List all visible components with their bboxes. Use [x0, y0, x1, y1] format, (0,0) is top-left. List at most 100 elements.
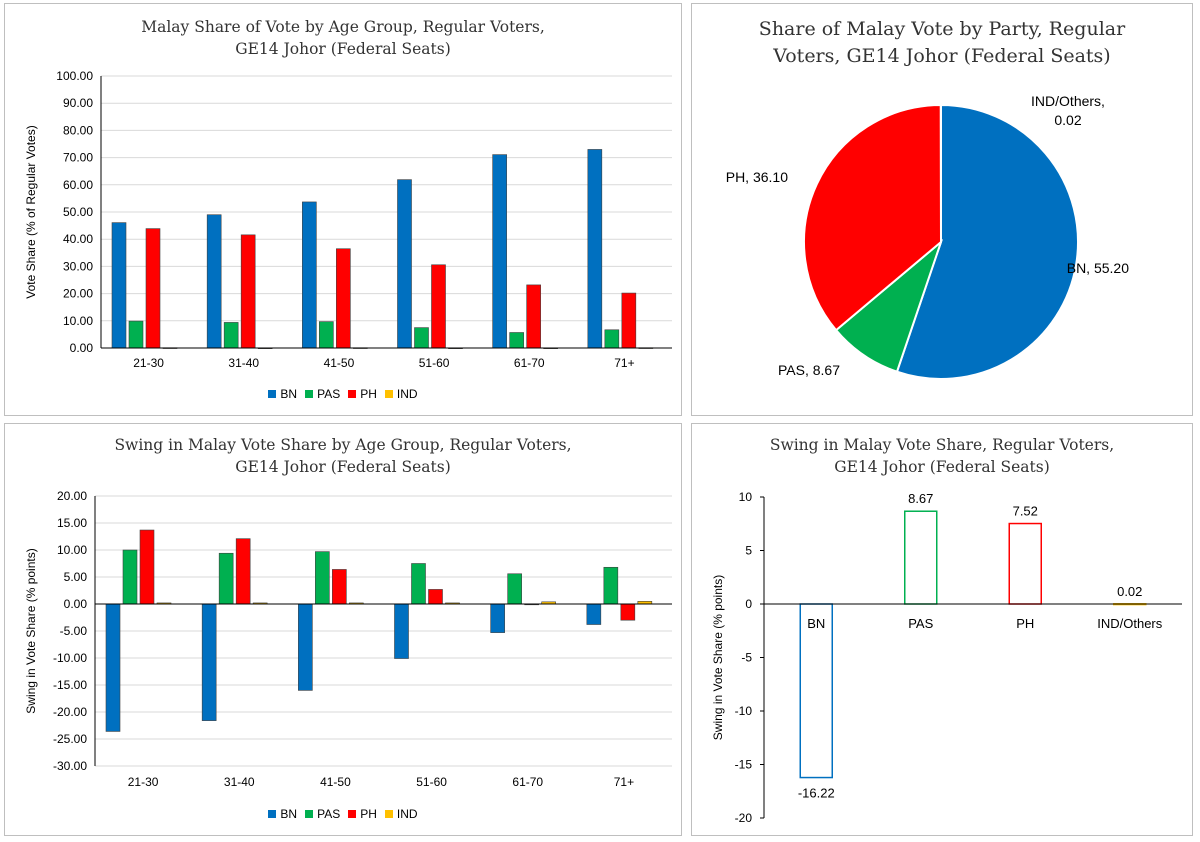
bar-bn-61-70 — [492, 154, 507, 349]
age-swing-title-line-1: Swing in Malay Vote Share by Age Group, … — [114, 436, 572, 454]
y-tick-label: -20.00 — [53, 705, 87, 719]
x-category-label: PH — [1016, 616, 1034, 631]
data-label: 0.02 — [1117, 584, 1142, 599]
y-tick-label: -25.00 — [53, 732, 87, 746]
party-share-pie-title: Share of Malay Vote by Party, Regular Vo… — [692, 16, 1192, 70]
bar-bn-71 — [587, 149, 603, 349]
data-label: 7.52 — [1013, 504, 1038, 519]
bar-bn-51-60 — [394, 603, 409, 659]
legend-item-pas: PAS — [305, 807, 340, 821]
party-swing-title-line-2: GE14 Johor (Federal Seats) — [834, 458, 1050, 476]
y-axis-label: Vote Share (% of Regular Votes) — [24, 125, 38, 298]
bar-ph-21-30 — [139, 529, 155, 605]
age-swing-legend: BN PAS PH IND — [5, 807, 681, 821]
bar-pas-61-70 — [509, 332, 524, 349]
legend-swatch-pas — [305, 810, 314, 818]
bar-pas-41-50 — [315, 551, 330, 605]
x-category-label: 31-40 — [228, 356, 259, 370]
legend-item-bn: BN — [268, 387, 297, 401]
pie-label-ph: PH, 36.10 — [726, 169, 788, 185]
bar-bn-41-50 — [298, 603, 313, 691]
y-tick-label: 15.00 — [57, 516, 87, 530]
y-tick-label: 50.00 — [63, 205, 93, 219]
bar-pas-51-60 — [414, 327, 429, 349]
y-tick-label: 10.00 — [57, 543, 87, 557]
legend-swatch-ind — [384, 390, 393, 398]
legend-item-pas: PAS — [305, 387, 340, 401]
legend-swatch-bn — [268, 390, 277, 398]
bar-ph-51-60 — [431, 264, 446, 349]
age-swing-chart-plot: -30.00 -25.00 -20.00 -15.00 -10.00 -5.00 0.00 5… — [24, 489, 672, 789]
bar-ph-71 — [621, 292, 637, 349]
x-category-label: 51-60 — [416, 775, 447, 789]
y-tick-label: 5 — [745, 544, 752, 558]
age-share-chart-plot: 0.00 10.00 20.00 30.00 40.00 50.00 60.00 70.00 8… — [24, 69, 672, 370]
pie-label-pas: PAS, 8.67 — [778, 362, 840, 378]
bar-pas-31-40 — [223, 322, 239, 349]
y-tick-label: 70.00 — [63, 151, 93, 165]
pie-label-bn: BN, 55.20 — [1067, 260, 1129, 276]
legend-label: PAS — [317, 387, 341, 401]
bar-bn-31-40 — [201, 603, 217, 721]
bar-bn-31-40 — [206, 214, 222, 349]
bar-pas-51-60 — [411, 563, 426, 605]
bar-pas-21-30 — [122, 549, 138, 605]
legend-swatch-bn — [268, 810, 277, 818]
y-tick-label: 10 — [739, 490, 753, 504]
x-category-label: 71+ — [614, 356, 634, 370]
bar-bn-21-30 — [105, 603, 121, 732]
x-category-label: 21-30 — [133, 356, 164, 370]
y-tick-label: 40.00 — [63, 232, 93, 246]
bar-bn-71 — [586, 603, 602, 625]
y-tick-label: -15 — [735, 758, 753, 772]
bar-ph-51-60 — [428, 589, 443, 605]
pie-label-ind: IND/Others, — [1031, 93, 1105, 109]
bar-pas-41-50 — [319, 321, 334, 349]
x-category-label: BN — [807, 616, 825, 631]
y-tick-label: 30.00 — [63, 259, 93, 273]
y-tick-label: 0.00 — [70, 341, 94, 355]
y-tick-label: 60.00 — [63, 178, 93, 192]
bar-ph — [1008, 522, 1042, 605]
y-tick-label: 5.00 — [64, 570, 88, 584]
bar-bn-41-50 — [302, 201, 317, 349]
bar-pas-61-70 — [507, 573, 522, 605]
x-category-label: 61-70 — [512, 775, 543, 789]
x-category-label: PAS — [908, 616, 933, 631]
legend-item-ind: IND — [384, 807, 418, 821]
data-label: -16.22 — [798, 786, 835, 801]
y-tick-label: -15.00 — [53, 678, 87, 692]
bar-bn-21-30 — [111, 222, 127, 349]
age-share-chart-title: Malay Share of Vote by Age Group, Regula… — [5, 16, 681, 60]
bar-bn-61-70 — [490, 603, 505, 633]
legend-label: IND — [396, 807, 418, 821]
age-share-legend: BN PAS PH IND — [5, 387, 681, 401]
party-pie-title-line-1: Share of Malay Vote by Party, Regular — [758, 18, 1126, 40]
legend-item-bn: BN — [268, 807, 297, 821]
legend-label: BN — [280, 807, 298, 821]
bar-bn — [799, 603, 833, 779]
x-category-label: 41-50 — [320, 775, 351, 789]
y-axis-label: Swing in Vote Share (% points) — [711, 575, 725, 740]
bar-ph-21-30 — [145, 228, 161, 349]
y-tick-label: 10.00 — [63, 314, 93, 328]
legend-swatch-pas — [305, 390, 314, 398]
legend-label: PH — [360, 387, 377, 401]
party-swing-title-line-1: Swing in Malay Vote Share, Regular Voter… — [769, 436, 1115, 454]
legend-label: PH — [360, 807, 377, 821]
y-tick-label: -10 — [735, 704, 753, 718]
bar-pas-71 — [603, 566, 619, 605]
y-tick-label: -20 — [735, 811, 753, 825]
bar-ph-61-70 — [526, 284, 541, 349]
pie-slice-bn — [895, 103, 1079, 380]
legend-item-ph: PH — [348, 387, 377, 401]
y-tick-label: -30.00 — [53, 759, 87, 773]
age-swing-chart-panel: Swing in Malay Vote Share by Age Group, … — [4, 423, 682, 836]
bar-ph-31-40 — [235, 538, 251, 605]
bar-pas-71 — [604, 329, 620, 349]
party-swing-chart-plot: -20 -15 -10 -5 0 5 10 Swing in Vote Share (% po… — [711, 490, 1182, 825]
y-tick-label: 0 — [745, 597, 752, 611]
legend-swatch-ph — [348, 810, 357, 818]
party-share-pie-plot: BN, 55.20 PAS, 8.67 PH, 36.10 IND/Others, 0.… — [726, 93, 1129, 380]
age-share-title-line-1: Malay Share of Vote by Age Group, Regula… — [141, 18, 545, 36]
